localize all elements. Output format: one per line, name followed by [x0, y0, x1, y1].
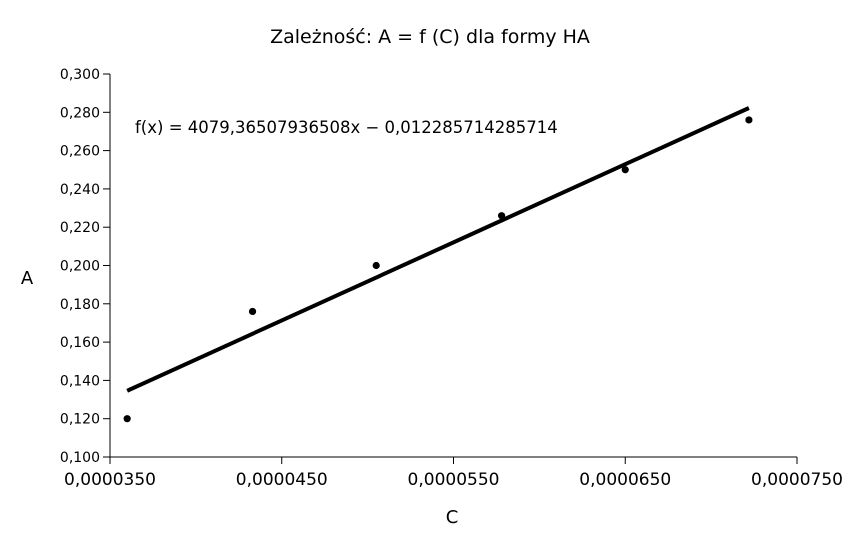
- x-tick-marks: [109, 457, 798, 464]
- x-tick-label: 0,0000450: [236, 470, 328, 490]
- trendline: [126, 106, 750, 393]
- trendline-equation: f(x) = 4079,36507936508x − 0,01228571428…: [135, 118, 558, 137]
- data-point: [621, 166, 629, 174]
- y-tick-label: 0,300: [60, 67, 100, 83]
- data-point: [248, 307, 257, 316]
- x-axis-label: C: [446, 507, 459, 528]
- data-point: [123, 415, 131, 423]
- y-tick-marks: [103, 73, 110, 458]
- data-point: [745, 116, 753, 124]
- y-tick-label: 0,260: [60, 144, 100, 160]
- data-points: [123, 116, 753, 423]
- x-axis: 0,0000350 0,0000450 0,0000550 0,0000650 0,00…: [64, 456, 843, 490]
- y-tick-label: 0,100: [60, 450, 100, 466]
- data-point: [497, 212, 506, 220]
- y-axis: 0,100 0,120 0,140 0,160 0,180 0,200 0,220 0,240…: [60, 67, 111, 466]
- y-tick-label: 0,200: [60, 259, 100, 275]
- x-tick-label: 0,0000350: [64, 470, 156, 490]
- data-point: [372, 261, 380, 270]
- y-axis-label: A: [21, 268, 34, 289]
- y-tick-label: 0,180: [60, 297, 100, 313]
- chart-title: Zależność: A = f (C) dla formy HA: [270, 26, 590, 48]
- x-tick-label: 0,0000750: [751, 470, 843, 490]
- y-tick-label: 0,240: [60, 182, 100, 198]
- y-tick-label: 0,220: [60, 220, 100, 236]
- x-tick-labels: 0,0000350 0,0000450 0,0000550 0,0000650 0,00…: [64, 470, 843, 490]
- y-tick-label: 0,280: [60, 105, 100, 121]
- y-tick-labels: 0,100 0,120 0,140 0,160 0,180 0,200 0,220 0,240…: [60, 67, 100, 466]
- y-tick-label: 0,140: [60, 373, 100, 389]
- x-tick-label: 0,0000650: [579, 470, 671, 490]
- y-tick-label: 0,120: [60, 412, 100, 428]
- y-tick-label: 0,160: [60, 335, 100, 351]
- x-tick-label: 0,0000550: [408, 470, 500, 490]
